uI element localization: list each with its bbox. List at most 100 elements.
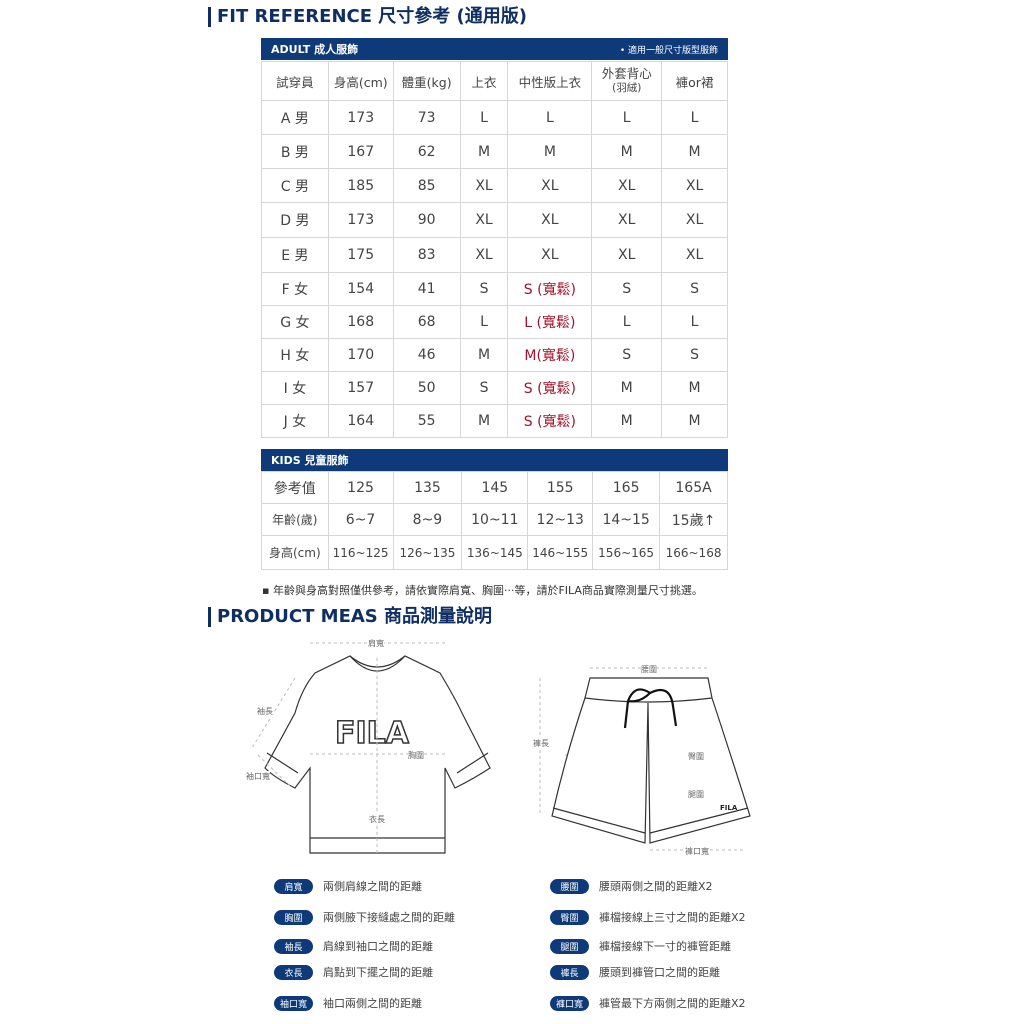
table-header-row: 試穿員 身高(cm) 體重(kg) 上衣 中性版上衣 外套背心 (羽絨) 褲or裙 <box>261 61 728 101</box>
label-thigh: 腿圍 <box>688 789 704 800</box>
shorts-fila-logo: FILA <box>720 804 738 812</box>
legend-badge: 褲長 <box>550 964 589 980</box>
table-cell: S (寬鬆) <box>507 371 593 405</box>
table-cell: 157 <box>327 371 394 405</box>
table-cell: 55 <box>392 404 461 438</box>
table-cell: 14~15 <box>592 503 661 536</box>
table-cell: XL <box>661 237 728 273</box>
table-row: J 女 164 55 M S (寬鬆) M M <box>261 404 728 438</box>
table-cell: 156~165 <box>592 535 661 570</box>
col-header-sub: (羽絨) <box>612 82 642 94</box>
table-row: 年齡(歲) 6~7 8~9 10~11 12~13 14~15 15歲↑ <box>261 503 728 536</box>
table-cell: 68 <box>392 305 461 339</box>
table-cell: M <box>661 371 728 405</box>
table-row: 身高(cm) 116~125 126~135 136~145 146~155 156~16… <box>261 535 728 570</box>
table-cell: 167 <box>327 134 394 169</box>
table-cell: M <box>661 134 728 169</box>
table-cell: 135 <box>392 471 463 504</box>
table-cell: F 女 <box>261 272 329 306</box>
table-cell: L (寬鬆) <box>507 305 593 339</box>
product-meas-title: PRODUCT MEAS 商品測量說明 <box>208 607 492 627</box>
table-cell: 155 <box>527 471 594 504</box>
table-cell: 62 <box>392 134 461 169</box>
table-cell: 146~155 <box>527 535 594 570</box>
table-cell: 166~168 <box>659 535 728 570</box>
table-cell: 116~125 <box>327 535 394 570</box>
table-cell: 41 <box>392 272 461 306</box>
legend-text: 袖口兩側之間的距離 <box>323 997 422 1010</box>
table-cell: M <box>661 404 728 438</box>
legend-text: 兩側肩線之間的距離 <box>323 880 422 893</box>
table-cell: S <box>459 272 509 306</box>
table-cell: S <box>661 272 728 306</box>
legend-text: 兩側腋下接縫處之間的距離 <box>323 911 455 924</box>
legend-badge: 袖長 <box>274 938 313 954</box>
table-row: E 男 175 83 XL XL XL XL <box>261 237 728 273</box>
table-cell: 8~9 <box>392 503 463 536</box>
legend-text: 肩點到下擺之間的距離 <box>323 966 433 979</box>
adult-label: ADULT 成人服飾 <box>271 43 359 56</box>
table-cell: L <box>661 100 728 135</box>
legend-text: 褲管最下方兩側之間的距離X2 <box>599 997 746 1010</box>
table-cell: M(寬鬆) <box>507 338 593 372</box>
table-cell: 參考值 <box>261 471 329 504</box>
table-cell: L <box>661 305 728 339</box>
legend-text: 褲檔接線下一寸的褲管距離 <box>599 940 731 953</box>
legend-item: 褲口寬 褲管最下方兩側之間的距離X2 <box>550 995 746 1011</box>
adult-header-bar: ADULT 成人服飾 • 適用一般尺寸版型服飾 <box>261 38 728 60</box>
table-cell: S (寬鬆) <box>507 404 593 438</box>
table-cell: XL <box>661 202 728 238</box>
label-pants-length: 褲長 <box>533 738 549 749</box>
legend-text: 腰頭兩側之間的距離X2 <box>599 880 713 893</box>
table-cell: 90 <box>392 202 461 238</box>
table-cell: H 女 <box>261 338 329 372</box>
table-row: C 男 185 85 XL XL XL XL <box>261 168 728 203</box>
table-cell: 12~13 <box>527 503 594 536</box>
label-cuff: 袖口寬 <box>246 771 270 782</box>
legend-badge: 褲口寬 <box>550 995 589 1011</box>
legend-badge: 腿圍 <box>550 938 589 954</box>
col-header: 外套背心 (羽絨) <box>591 61 663 101</box>
tee-fila-logo: FILA <box>335 716 410 751</box>
table-cell: 6~7 <box>327 503 394 536</box>
table-cell: I 女 <box>261 371 329 405</box>
table-row: F 女 154 41 S S (寬鬆) S S <box>261 272 728 306</box>
col-header: 體重(kg) <box>392 61 461 101</box>
legend-item: 肩寬 兩側肩線之間的距離 <box>274 878 422 894</box>
legend-text: 腰頭到褲管口之間的距離 <box>599 966 720 979</box>
kids-header-bar: KIDS 兒童服飾 <box>261 449 728 471</box>
table-cell: XL <box>591 202 663 238</box>
adult-size-table: 試穿員 身高(cm) 體重(kg) 上衣 中性版上衣 外套背心 (羽絨) 褲or裙… <box>261 61 728 438</box>
table-cell: M <box>591 404 663 438</box>
table-cell: 126~135 <box>392 535 463 570</box>
adult-note: • 適用一般尺寸版型服飾 <box>619 45 718 56</box>
table-cell: 185 <box>327 168 394 203</box>
legend-badge: 肩寬 <box>274 878 313 894</box>
col-header: 褲or裙 <box>661 61 728 101</box>
legend-item: 袖長 肩線到袖口之間的距離 <box>274 938 433 954</box>
table-cell: XL <box>507 237 593 273</box>
table-cell: XL <box>459 168 509 203</box>
fit-reference-title: FIT REFERENCE 尺寸參考 (通用版) <box>208 7 527 27</box>
table-cell: 125 <box>327 471 394 504</box>
garment-diagrams: FILA FILA <box>251 642 751 856</box>
table-cell: C 男 <box>261 168 329 203</box>
table-cell: B 男 <box>261 134 329 169</box>
table-cell: E 男 <box>261 237 329 273</box>
legend-text: 褲檔接線上三寸之間的距離X2 <box>599 911 746 924</box>
table-cell: S (寬鬆) <box>507 272 593 306</box>
table-cell: 165A <box>659 471 728 504</box>
table-cell: 85 <box>392 168 461 203</box>
legend-badge: 臀圍 <box>550 909 589 925</box>
table-cell: XL <box>459 237 509 273</box>
col-header: 試穿員 <box>261 61 329 101</box>
legend-item: 褲長 腰頭到褲管口之間的距離 <box>550 964 720 980</box>
legend-item: 袖口寬 袖口兩側之間的距離 <box>274 995 422 1011</box>
label-hem: 褲口寬 <box>685 846 709 857</box>
table-cell: D 男 <box>261 202 329 238</box>
legend-item: 腿圍 褲檔接線下一寸的褲管距離 <box>550 938 731 954</box>
label-length: 衣長 <box>369 814 385 825</box>
label-hip: 臀圍 <box>688 751 704 762</box>
table-row: B 男 167 62 M M M M <box>261 134 728 169</box>
legend-text: 肩線到袖口之間的距離 <box>323 940 433 953</box>
